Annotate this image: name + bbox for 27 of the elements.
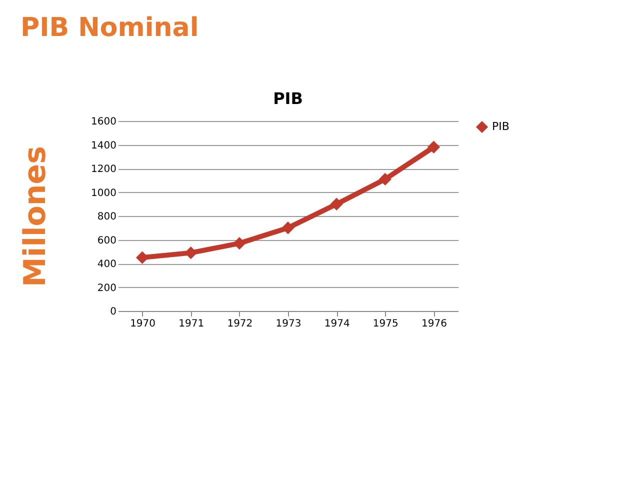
point: [184, 246, 198, 260]
point: [282, 222, 294, 234]
point: [427, 140, 440, 154]
y-tick-label: 600: [97, 235, 116, 246]
y-axis-title: Millones: [18, 146, 54, 287]
y-tick-label: 0: [110, 306, 116, 318]
x-tick-label: 1974: [324, 318, 350, 330]
point: [136, 251, 149, 264]
x-tick-label: 1976: [421, 318, 447, 330]
chart-subtitle: PIB: [273, 89, 303, 108]
y-tick-label: 400: [97, 259, 116, 270]
y-tick-label: 1200: [91, 164, 116, 175]
x-tick-label: 1971: [178, 318, 204, 330]
y-tick-label: 1600: [91, 116, 116, 128]
point: [378, 172, 392, 186]
y-tick-label: 800: [97, 212, 116, 222]
y-tick-label: 1400: [91, 140, 116, 152]
chart-title: PIB Nominal: [20, 13, 199, 43]
legend-label: PIB: [492, 120, 510, 133]
x-tick-label: 1972: [227, 318, 253, 330]
y-tick-label: 1000: [91, 188, 116, 199]
y-tick-label: 200: [97, 282, 116, 294]
point: [330, 198, 343, 210]
point: [233, 236, 246, 250]
x-tick-label: 1973: [276, 318, 302, 330]
x-tick-label: 1970: [130, 318, 156, 330]
x-tick-label: 1975: [372, 318, 398, 330]
